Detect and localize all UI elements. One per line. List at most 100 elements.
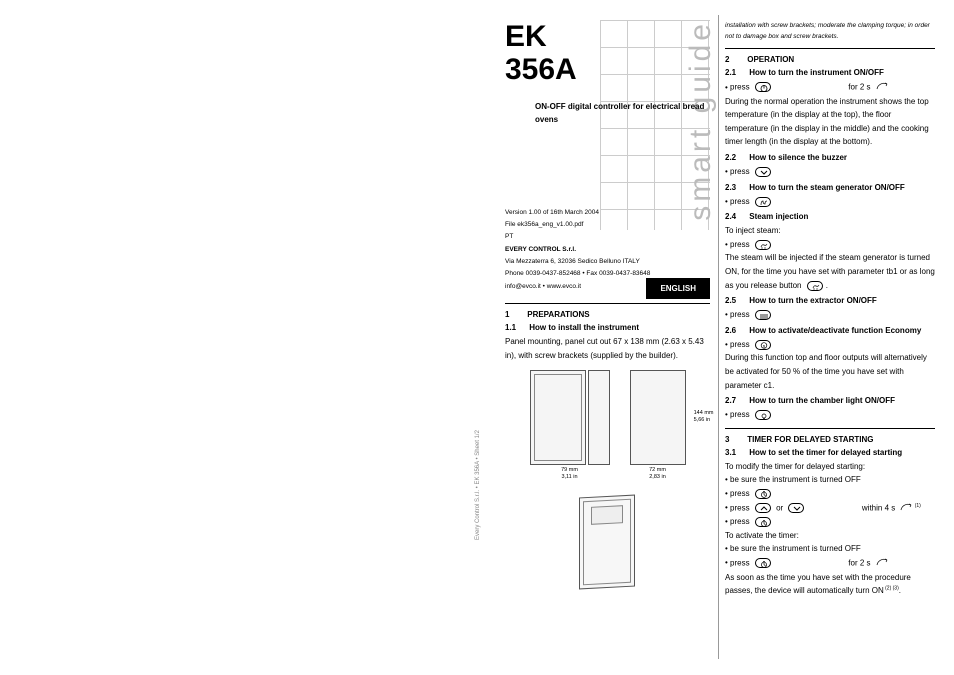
- section-2-4-body2-text: The steam will be injected if the steam …: [725, 253, 935, 289]
- section-3-1-body3a: As soon as the time you have set with th…: [725, 573, 911, 596]
- press-label: press: [730, 489, 750, 498]
- section-3-1-body2: To activate the timer:: [725, 529, 935, 543]
- press-label: press: [730, 503, 750, 512]
- meta-address: Via Mezzaterra 6, 32036 Sedico Belluno I…: [505, 256, 710, 268]
- panel-iso-draw: [573, 490, 643, 595]
- duration-label: for 2 s: [848, 558, 870, 567]
- section-3-1-b3: press or within 4 s (1): [725, 501, 935, 516]
- page-footer-vertical: Every Control S.r.l. • EK 356A • Sheet 1…: [475, 430, 481, 540]
- press-label: press: [730, 167, 750, 176]
- section-2-5-head: 2.5 How to turn the extractor ON/OFF: [725, 296, 935, 305]
- footnote-ref-1: (1): [915, 502, 921, 508]
- extractor-icon: [755, 310, 771, 320]
- section-1-1-title: How to install the instrument: [529, 323, 639, 332]
- section-1-num: 1: [505, 310, 525, 319]
- section-2-2-num: 2.2: [725, 153, 747, 162]
- dim-width-2: 72 mm 2,83 in: [630, 467, 686, 480]
- light-icon: [755, 410, 771, 420]
- section-3-head: 3 TIMER FOR DELAYED STARTING: [725, 435, 935, 444]
- panel-front-wrap: 79 mm 3,11 in: [530, 370, 610, 480]
- section-2-7-title: How to turn the chamber light ON/OFF: [749, 396, 895, 405]
- meta-pt: PT: [505, 231, 710, 243]
- press-label: press: [730, 197, 750, 206]
- panel-side-draw: [588, 370, 610, 465]
- section-2-4-head: 2.4 Steam injection: [725, 212, 935, 221]
- section-3-1-head: 3.1 How to set the timer for delayed sta…: [725, 448, 935, 457]
- section-2-title: OPERATION: [747, 55, 794, 64]
- up-icon: [755, 503, 771, 513]
- within-label: within 4 s: [862, 503, 895, 512]
- hold-arc-icon: [876, 80, 888, 95]
- section-2-head: 2 OPERATION: [725, 55, 935, 64]
- section-2-1-bullet: press for 2 s: [725, 80, 935, 95]
- steam-inject-icon: [807, 281, 823, 291]
- panel-diagram-iso: [505, 490, 710, 595]
- dim-height: 144 mm 5,66 in: [694, 410, 714, 423]
- or-label: or: [776, 503, 783, 512]
- right-column: installation with screw brackets; modera…: [725, 20, 935, 598]
- top-install-note: installation with screw brackets; modera…: [725, 20, 935, 42]
- footnote-ref-23: (2) (3): [884, 585, 899, 591]
- section-2-2-title: How to silence the buzzer: [749, 153, 847, 162]
- dim-h-in: 5,66 in: [694, 417, 711, 423]
- section-2-1-body: During the normal operation the instrume…: [725, 95, 935, 149]
- steam-inject-icon: [755, 240, 771, 250]
- panel-front-draw: [530, 370, 586, 465]
- duration-label: for 2 s: [848, 83, 870, 92]
- section-3-1-b1: be sure the instrument is turned OFF: [725, 473, 935, 487]
- section-2-2-head: 2.2 How to silence the buzzer: [725, 153, 935, 162]
- section-2-7-bullet: press: [725, 408, 935, 422]
- press-label: press: [730, 517, 750, 526]
- section-2-3-head: 2.3 How to turn the steam generator ON/O…: [725, 183, 935, 192]
- left-gutter: Every Control S.r.l. • EK 356A • Sheet 1…: [0, 0, 490, 675]
- section-3-title: TIMER FOR DELAYED STARTING: [747, 435, 873, 444]
- section-3-num: 3: [725, 435, 745, 444]
- section-2-num: 2: [725, 55, 745, 64]
- language-badge: ENGLISH: [646, 278, 710, 299]
- section-2-1-title: How to turn the instrument ON/OFF: [749, 68, 884, 77]
- section-2-rule: [725, 48, 935, 49]
- section-2-5-num: 2.5: [725, 296, 747, 305]
- dim-w2-in: 2,83 in: [649, 474, 666, 480]
- dim-h-mm: 144 mm: [694, 410, 714, 416]
- economy-icon: $: [755, 340, 771, 350]
- panel-cutout-wrap: 72 mm 2,83 in 144 mm 5,66 in: [630, 370, 686, 480]
- product-subtitle: ON-OFF digital controller for electrical…: [535, 101, 705, 127]
- press-label: press: [730, 83, 750, 92]
- section-1-title: PREPARATIONS: [527, 310, 589, 319]
- section-2-3-bullet: press: [725, 195, 935, 209]
- section-2-1-num: 2.1: [725, 68, 747, 77]
- column-divider: [718, 15, 719, 659]
- power-icon: [755, 82, 771, 92]
- section-3-1-body3b: .: [899, 586, 901, 595]
- section-rule: [505, 303, 710, 304]
- section-2-1-head: 2.1 How to turn the instrument ON/OFF: [725, 68, 935, 77]
- timer-icon: [755, 517, 771, 527]
- section-2-6-bullet: press $: [725, 338, 935, 352]
- section-2-2-bullet: press: [725, 165, 935, 179]
- section-2-4-bullet: press: [725, 238, 935, 252]
- section-2-6-title: How to activate/deactivate function Econ…: [749, 326, 921, 335]
- section-1-1-body: Panel mounting, panel cut out 67 x 138 m…: [505, 335, 710, 362]
- title-block: smart guide EK 356A ON-OFF digital contr…: [505, 20, 710, 293]
- meta-email: info@evco.it • www.evco.it: [505, 283, 581, 290]
- section-2-3-title: How to turn the steam generator ON/OFF: [749, 183, 905, 192]
- section-3-1-body1: To modify the timer for delayed starting…: [725, 460, 935, 474]
- dim-w1-mm: 79 mm: [561, 467, 578, 473]
- hold-arc-icon: [876, 556, 888, 571]
- section-2-6-num: 2.6: [725, 326, 747, 335]
- left-column: smart guide EK 356A ON-OFF digital contr…: [505, 20, 710, 595]
- section-2-5-title: How to turn the extractor ON/OFF: [749, 296, 877, 305]
- section-3-rule: [725, 428, 935, 429]
- product-title-line1: EK: [505, 20, 547, 53]
- section-2-3-num: 2.3: [725, 183, 747, 192]
- panel-cutout-draw: [630, 370, 686, 465]
- press-label: press: [730, 558, 750, 567]
- section-3-1-b2: press: [725, 487, 935, 501]
- section-3-1-b6: press for 2 s: [725, 556, 935, 571]
- section-3-1-b4: press: [725, 515, 935, 529]
- timer-icon: [755, 489, 771, 499]
- section-2-4-title: Steam injection: [749, 212, 808, 221]
- section-3-1-body3: As soon as the time you have set with th…: [725, 571, 935, 598]
- meta-email-row: info@evco.it • www.evco.it ENGLISH: [505, 281, 710, 293]
